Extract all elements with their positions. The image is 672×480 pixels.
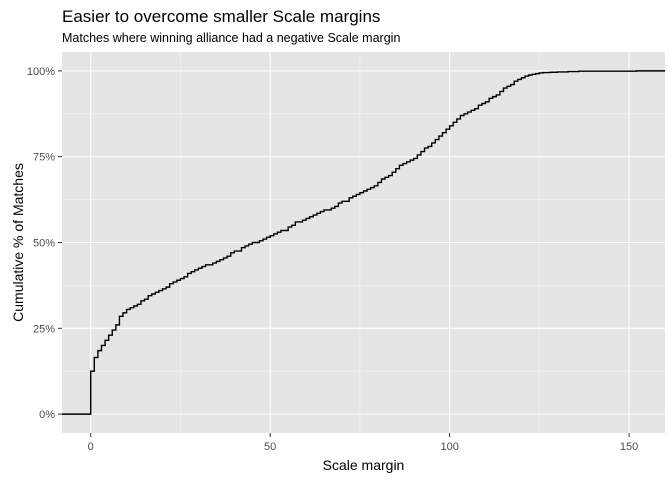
y-tick-label: 25% [33, 323, 55, 335]
x-tick-label: 0 [88, 441, 94, 453]
y-axis: 0% 25% 50% 75% 100% [27, 66, 62, 421]
y-tick-label: 100% [27, 66, 55, 78]
chart-subtitle: Matches where winning alliance had a neg… [62, 31, 400, 45]
x-axis: 0 50 100 150 [88, 433, 638, 453]
x-axis-title: Scale margin [323, 457, 405, 473]
x-tick-label: 100 [440, 441, 458, 453]
chart-title: Easier to overcome smaller Scale margins [62, 7, 380, 26]
y-tick-label: 75% [33, 152, 55, 164]
x-tick-label: 50 [264, 441, 276, 453]
x-tick-label: 150 [620, 441, 638, 453]
y-tick-label: 50% [33, 238, 55, 250]
y-tick-label: 0% [39, 409, 55, 421]
ecdf-step-line [62, 70, 665, 415]
y-axis-title: Cumulative % of Matches [10, 163, 26, 322]
major-gridlines [62, 52, 665, 433]
